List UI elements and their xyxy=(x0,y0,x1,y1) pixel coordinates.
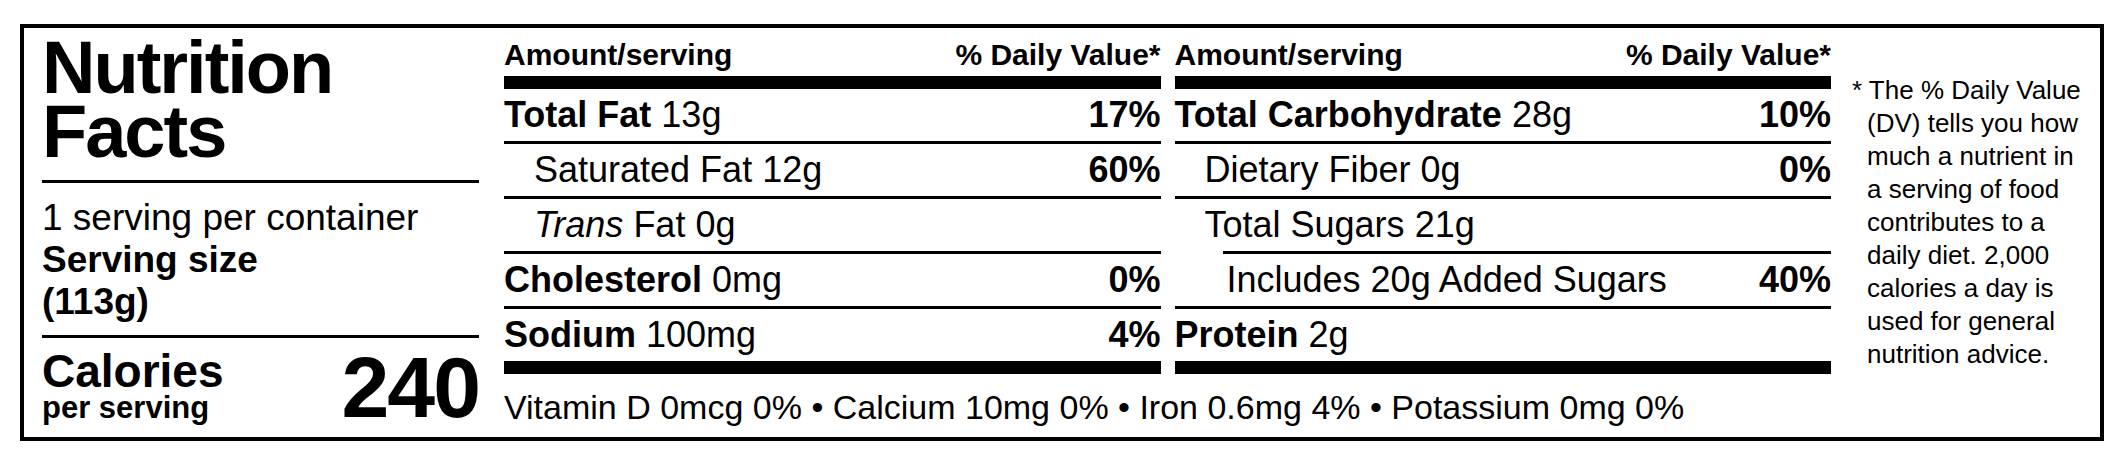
trans-fat-name: Fat xyxy=(633,204,685,246)
servings-per-container: 1 serving per container xyxy=(42,197,479,239)
dietary-fiber-name: Dietary Fiber xyxy=(1175,149,1411,191)
row-total-fat: Total Fat 13g 17% xyxy=(504,89,1161,141)
dietary-fiber-dv: 0% xyxy=(1779,149,1831,191)
protein-name: Protein xyxy=(1175,314,1299,356)
row-trans-fat: Trans Fat 0g xyxy=(504,199,1161,251)
added-sugars-name: Includes 20g Added Sugars xyxy=(1175,259,1667,301)
row-cholesterol: Cholesterol 0mg 0% xyxy=(504,254,1161,306)
micronutrients-line: Vitamin D 0mcg 0% • Calcium 10mg 0% • Ir… xyxy=(504,388,1831,427)
cholesterol-name: Cholesterol xyxy=(504,259,702,301)
column2-header-dv: % Daily Value* xyxy=(1626,38,1831,72)
daily-value-footnote: * The % Daily Value (DV) tells you how m… xyxy=(1831,28,2100,437)
column2-header: Amount/serving % Daily Value* xyxy=(1175,36,1832,72)
row-added-sugars: Includes 20g Added Sugars 40% xyxy=(1175,254,1832,306)
column2-bottom-bar xyxy=(1175,361,1832,374)
calories-sublabel: per serving xyxy=(42,392,224,424)
row-sodium: Sodium 100mg 4% xyxy=(504,309,1161,361)
cholesterol-amount: 0mg xyxy=(712,259,782,301)
total-sugars-name: Total Sugars xyxy=(1175,204,1405,246)
column1-header: Amount/serving % Daily Value* xyxy=(504,36,1161,72)
cholesterol-dv: 0% xyxy=(1108,259,1160,301)
calories-label: Calories xyxy=(42,350,224,392)
serving-size-value: (113g) xyxy=(42,281,479,323)
trans-fat-amount: 0g xyxy=(695,204,735,246)
total-fat-dv: 17% xyxy=(1088,94,1160,136)
total-sugars-amount: 21g xyxy=(1415,204,1475,246)
calories-row: Calories per serving 240 xyxy=(42,350,479,424)
total-fat-name: Total Fat xyxy=(504,94,651,136)
column1-header-bar xyxy=(504,76,1161,89)
sodium-dv: 4% xyxy=(1108,314,1160,356)
nutrition-facts-label: Nutrition Facts 1 serving per container … xyxy=(20,24,2104,441)
total-carbohydrate-name: Total Carbohydrate xyxy=(1175,94,1502,136)
total-carbohydrate-dv: 10% xyxy=(1759,94,1831,136)
row-total-carbohydrate: Total Carbohydrate 28g 10% xyxy=(1175,89,1832,141)
label-title-line2: Facts xyxy=(42,100,504,164)
label-left-panel: Nutrition Facts 1 serving per container … xyxy=(24,28,504,437)
column1-header-amount: Amount/serving xyxy=(504,38,732,72)
added-sugars-dv: 40% xyxy=(1759,259,1831,301)
sodium-name: Sodium xyxy=(504,314,636,356)
total-carbohydrate-amount: 28g xyxy=(1512,94,1572,136)
row-dietary-fiber: Dietary Fiber 0g 0% xyxy=(1175,144,1832,196)
column1-bottom-bar xyxy=(504,361,1161,374)
nutrient-columns: Amount/serving % Daily Value* Total Fat … xyxy=(504,36,1831,374)
nutrient-table: Amount/serving % Daily Value* Total Fat … xyxy=(504,28,1831,437)
column2-header-amount: Amount/serving xyxy=(1175,38,1403,72)
row-protein: Protein 2g xyxy=(1175,309,1832,361)
serving-info: 1 serving per container Serving size (11… xyxy=(42,197,479,323)
total-fat-amount: 13g xyxy=(661,94,721,136)
saturated-fat-dv: 60% xyxy=(1088,149,1160,191)
saturated-fat-name: Saturated Fat xyxy=(504,149,752,191)
title-divider xyxy=(42,180,479,183)
nutrient-column-2: Amount/serving % Daily Value* Total Carb… xyxy=(1175,36,1832,374)
protein-amount: 2g xyxy=(1309,314,1349,356)
column1-header-dv: % Daily Value* xyxy=(955,38,1160,72)
saturated-fat-amount: 12g xyxy=(762,149,822,191)
label-title: Nutrition Facts xyxy=(42,36,504,164)
serving-divider xyxy=(42,335,479,338)
calories-labels: Calories per serving xyxy=(42,350,224,424)
trans-fat-italic: Trans xyxy=(504,204,623,246)
nutrient-column-1: Amount/serving % Daily Value* Total Fat … xyxy=(504,36,1161,374)
serving-size-label: Serving size xyxy=(42,239,479,281)
sodium-amount: 100mg xyxy=(646,314,756,356)
row-total-sugars: Total Sugars 21g xyxy=(1175,199,1832,251)
dietary-fiber-amount: 0g xyxy=(1421,149,1461,191)
calories-value: 240 xyxy=(342,350,480,424)
column2-header-bar xyxy=(1175,76,1832,89)
row-saturated-fat: Saturated Fat 12g 60% xyxy=(504,144,1161,196)
